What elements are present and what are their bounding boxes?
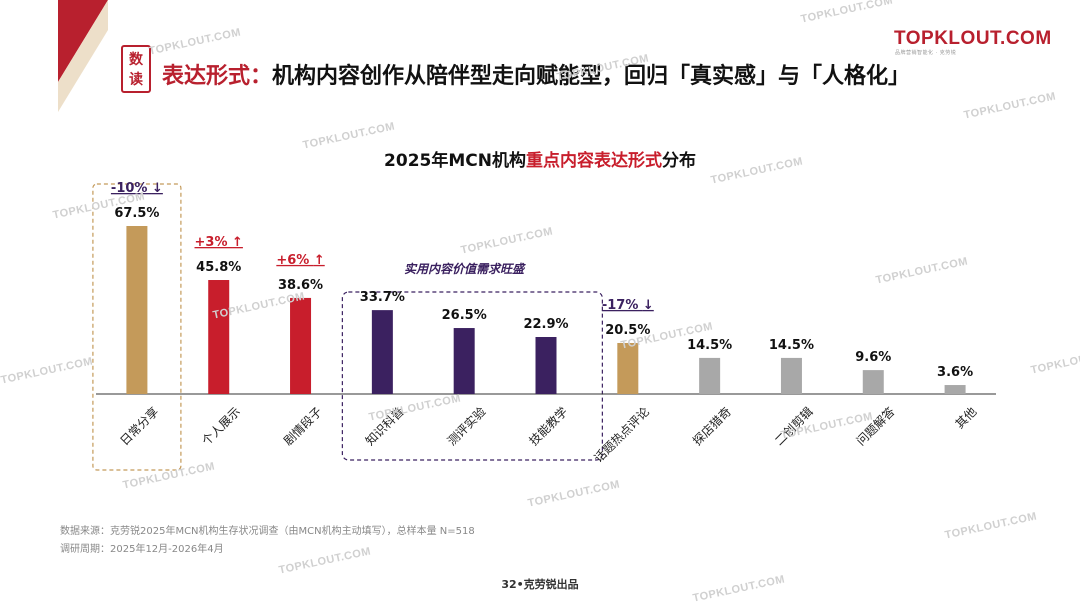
survey-period-note: 调研周期：2025年12月-2026年4月 — [60, 544, 224, 555]
change-annotation: +6% ↑ — [276, 253, 324, 268]
bar — [126, 226, 148, 394]
value-label: 26.5% — [442, 308, 487, 323]
value-label: 20.5% — [605, 323, 650, 338]
chart-title-suffix: 分布 — [661, 151, 696, 171]
value-label: 45.8% — [196, 260, 241, 275]
bar — [535, 337, 557, 394]
bar — [371, 310, 393, 394]
value-label: 33.7% — [360, 290, 405, 305]
bar — [699, 357, 721, 394]
bar — [617, 342, 639, 394]
bar — [290, 297, 312, 394]
brand-logo-subtitle: 品牌营销智能化 · 克劳锐 — [895, 50, 957, 56]
category-label: 问题解答 — [853, 404, 898, 449]
category-label: 话题热点评论 — [591, 404, 652, 465]
bar — [944, 385, 966, 394]
category-label: 测评实验 — [444, 404, 489, 449]
group-box-practical — [341, 291, 603, 461]
change-annotation: -17% ↓ — [602, 298, 654, 313]
category-label: 剧情段子 — [280, 404, 325, 449]
page-footer: 32•克劳锐出品 — [501, 578, 579, 591]
value-label: 3.6% — [937, 365, 973, 380]
value-label: 14.5% — [687, 338, 732, 353]
value-label: 9.6% — [855, 350, 891, 365]
headline-prefix: 表达形式： — [162, 64, 273, 89]
bar — [862, 370, 884, 394]
value-label: 38.6% — [278, 278, 323, 293]
badge-line-2: 读 — [129, 72, 143, 88]
bar — [208, 280, 230, 394]
chart-title-prefix: 2025年MCN机构 — [384, 151, 526, 171]
group-label: 实用内容价值需求旺盛 — [404, 262, 526, 276]
chart-title-highlight: 重点内容表达形式 — [525, 151, 662, 171]
bar — [780, 357, 802, 394]
category-label: 日常分享 — [117, 404, 162, 449]
highlight-box-daily — [92, 183, 182, 471]
value-label: 67.5% — [114, 206, 159, 221]
category-label: 个人展示 — [199, 404, 243, 448]
change-annotation: +3% ↑ — [195, 235, 243, 250]
category-label: 技能教学 — [526, 404, 571, 449]
data-source-note: 数据来源：克劳锐2025年MCN机构生存状况调查（由MCN机构主动填写），总样本… — [60, 526, 475, 537]
corner-decoration — [58, 0, 108, 112]
badge-line-1: 数 — [129, 52, 143, 68]
value-label: 22.9% — [523, 317, 568, 332]
category-label: 其他 — [953, 404, 980, 431]
change-annotation: -10% ↓ — [111, 181, 163, 196]
headline-text: 机构内容创作从陪伴型走向赋能型，回归「真实感」与「人格化」 — [272, 64, 911, 89]
value-label: 14.5% — [769, 338, 814, 353]
chart-title: 2025年MCN机构重点内容表达形式分布 — [0, 146, 1080, 171]
category-label: 探店猎奇 — [690, 404, 734, 448]
section-badge: 数 读 — [121, 45, 151, 93]
bar — [453, 328, 475, 394]
page-headline: 表达形式：机构内容创作从陪伴型走向赋能型，回归「真实感」与「人格化」 — [162, 58, 910, 90]
brand-logo: TOPKLOUT.COM — [894, 28, 1052, 49]
